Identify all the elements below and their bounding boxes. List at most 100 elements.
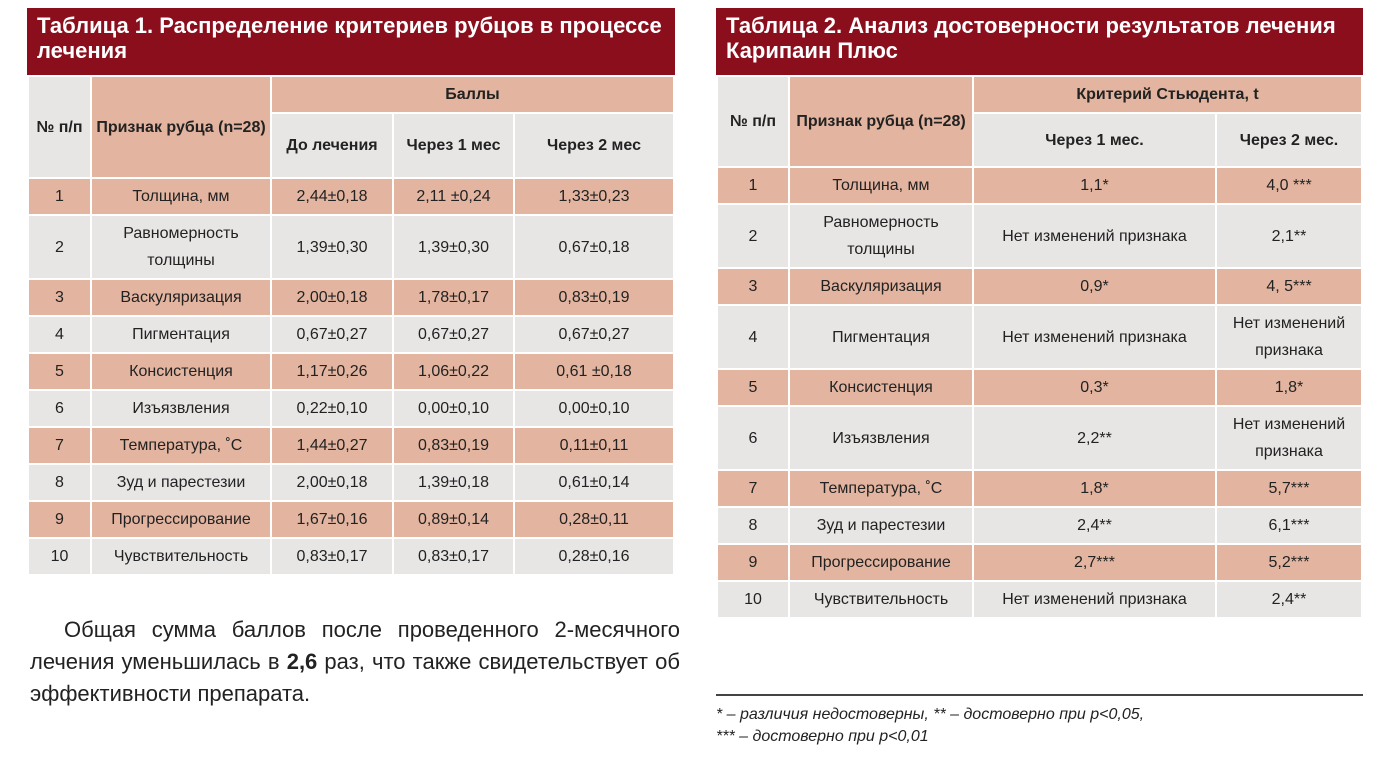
cell-before: 2,00±0,18 (270, 463, 394, 502)
cell-m2: 0,61 ±0,18 (513, 352, 675, 391)
cell-name: Толщина, мм (90, 177, 272, 216)
table-1: Таблица 1. Распределение критериев рубцо… (27, 8, 675, 576)
table-1-title: Таблица 1. Распределение критериев рубцо… (27, 8, 675, 75)
cell-m1: 0,3* (972, 368, 1217, 407)
cell-before: 2,44±0,18 (270, 177, 394, 216)
table-row: 1 Толщина, мм 1,1* 4,0 *** (716, 166, 1363, 205)
cell-m2: 6,1*** (1215, 506, 1363, 545)
cell-n: 2 (716, 203, 790, 269)
cell-m1: 2,7*** (972, 543, 1217, 582)
cell-m2: 0,00±0,10 (513, 389, 675, 428)
cell-name: Консистенция (90, 352, 272, 391)
table-2-grid: № п/п Признак рубца (n=28) Критерий Стью… (716, 75, 1363, 619)
cell-m1: 1,8* (972, 469, 1217, 508)
table-row: 8 Зуд и парестезии 2,4** 6,1*** (716, 506, 1363, 545)
table-row: 7 Температура, ˚С 1,44±0,27 0,83±0,19 0,11±0… (27, 426, 675, 465)
table-row: 5 Консистенция 0,3* 1,8* (716, 368, 1363, 407)
cell-before: 1,44±0,27 (270, 426, 394, 465)
header-2-months: Через 2 мес (513, 112, 675, 179)
cell-n: 3 (716, 267, 790, 306)
cell-m1: 2,4** (972, 506, 1217, 545)
cell-m1: 1,39±0,18 (392, 463, 515, 502)
cell-name: Васкуляризация (788, 267, 974, 306)
table-row: 9 Прогрессирование 2,7*** 5,2*** (716, 543, 1363, 582)
table-row: 6 Изъязвления 0,22±0,10 0,00±0,10 0,00±0,10 (27, 389, 675, 428)
cell-name: Изъязвления (90, 389, 272, 428)
cell-n: 9 (27, 500, 92, 539)
table-row: 4 Пигментация Нет изменений признака Нет из… (716, 304, 1363, 370)
cell-m1: 2,11 ±0,24 (392, 177, 515, 216)
cell-before: 0,67±0,27 (270, 315, 394, 354)
cell-m1: 1,06±0,22 (392, 352, 515, 391)
cell-n: 7 (716, 469, 790, 508)
cell-name: Чувствительность (788, 580, 974, 619)
cell-m2: 0,67±0,18 (513, 214, 675, 280)
cell-name: Чувствительность (90, 537, 272, 576)
cell-m2: 0,83±0,19 (513, 278, 675, 317)
cell-m2: 4,0 *** (1215, 166, 1363, 205)
cell-m2: 0,28±0,11 (513, 500, 675, 539)
cell-m2: 0,67±0,27 (513, 315, 675, 354)
cell-before: 0,22±0,10 (270, 389, 394, 428)
table-2-title: Таблица 2. Анализ достоверности результа… (716, 8, 1363, 75)
cell-n: 9 (716, 543, 790, 582)
cell-n: 1 (27, 177, 92, 216)
cell-name: Васкуляризация (90, 278, 272, 317)
cell-n: 8 (27, 463, 92, 502)
table-row: 2 Равномерность толщины 1,39±0,30 1,39±0,30… (27, 214, 675, 280)
cell-m1: 0,67±0,27 (392, 315, 515, 354)
cell-m2: 0,61±0,14 (513, 463, 675, 502)
cell-m2: 1,33±0,23 (513, 177, 675, 216)
cell-m1: 0,89±0,14 (392, 500, 515, 539)
table-1-grid: № п/п Признак рубца (n=28) Баллы До лече… (27, 75, 675, 576)
cell-name: Температура, ˚С (90, 426, 272, 465)
cell-m2: Нет изменений признака (1215, 405, 1363, 471)
cell-m1: Нет изменений признака (972, 304, 1217, 370)
footnote-line-2: *** – достоверно при p<0,01 (716, 728, 929, 745)
cell-m1: Нет изменений признака (972, 203, 1217, 269)
cell-name: Равномерность толщины (90, 214, 272, 280)
cell-m1: 1,39±0,30 (392, 214, 515, 280)
table-row: 8 Зуд и парестезии 2,00±0,18 1,39±0,18 0,61±… (27, 463, 675, 502)
header-student-t: Критерий Стьюдента, t (972, 75, 1363, 114)
cell-name: Толщина, мм (788, 166, 974, 205)
cell-before: 0,83±0,17 (270, 537, 394, 576)
cell-m2: 1,8* (1215, 368, 1363, 407)
cell-n: 1 (716, 166, 790, 205)
cell-m1: Нет изменений признака (972, 580, 1217, 619)
cell-m1: 0,83±0,19 (392, 426, 515, 465)
cell-n: 5 (27, 352, 92, 391)
cell-n: 4 (716, 304, 790, 370)
header-scores: Баллы (270, 75, 675, 114)
cell-n: 8 (716, 506, 790, 545)
table-row: 1 Толщина, мм 2,44±0,18 2,11 ±0,24 1,33±0,23 (27, 177, 675, 216)
table-row: 10 Чувствительность Нет изменений признака… (716, 580, 1363, 619)
table-row: 6 Изъязвления 2,2** Нет изменений признака (716, 405, 1363, 471)
header-num: № п/п (716, 75, 790, 168)
table-row: 9 Прогрессирование 1,67±0,16 0,89±0,14 0,28±… (27, 500, 675, 539)
cell-m2: 2,1** (1215, 203, 1363, 269)
cell-before: 1,67±0,16 (270, 500, 394, 539)
cell-n: 10 (27, 537, 92, 576)
cell-n: 5 (716, 368, 790, 407)
header-sign: Признак рубца (n=28) (788, 75, 974, 168)
cell-n: 4 (27, 315, 92, 354)
cell-m1: 1,78±0,17 (392, 278, 515, 317)
paragraph-text: Общая сумма баллов после проведенного 2-… (30, 617, 680, 674)
cell-before: 1,17±0,26 (270, 352, 394, 391)
cell-m1: 0,9* (972, 267, 1217, 306)
cell-name: Консистенция (788, 368, 974, 407)
table-2: Таблица 2. Анализ достоверности результа… (716, 8, 1363, 619)
table-row: 2 Равномерность толщины Нет изменений приз… (716, 203, 1363, 269)
cell-m1: 2,2** (972, 405, 1217, 471)
header-1-month: Через 1 мес. (972, 112, 1217, 168)
table-row: 3 Васкуляризация 0,9* 4, 5*** (716, 267, 1363, 306)
paragraph-bold-value: 2,6 (286, 649, 318, 674)
table-row: 3 Васкуляризация 2,00±0,18 1,78±0,17 0,83±0,… (27, 278, 675, 317)
cell-m1: 1,1* (972, 166, 1217, 205)
header-num: № п/п (27, 75, 92, 179)
cell-name: Равномерность толщины (788, 203, 974, 269)
cell-name: Пигментация (788, 304, 974, 370)
table-row: 7 Температура, ˚С 1,8* 5,7*** (716, 469, 1363, 508)
cell-n: 6 (27, 389, 92, 428)
